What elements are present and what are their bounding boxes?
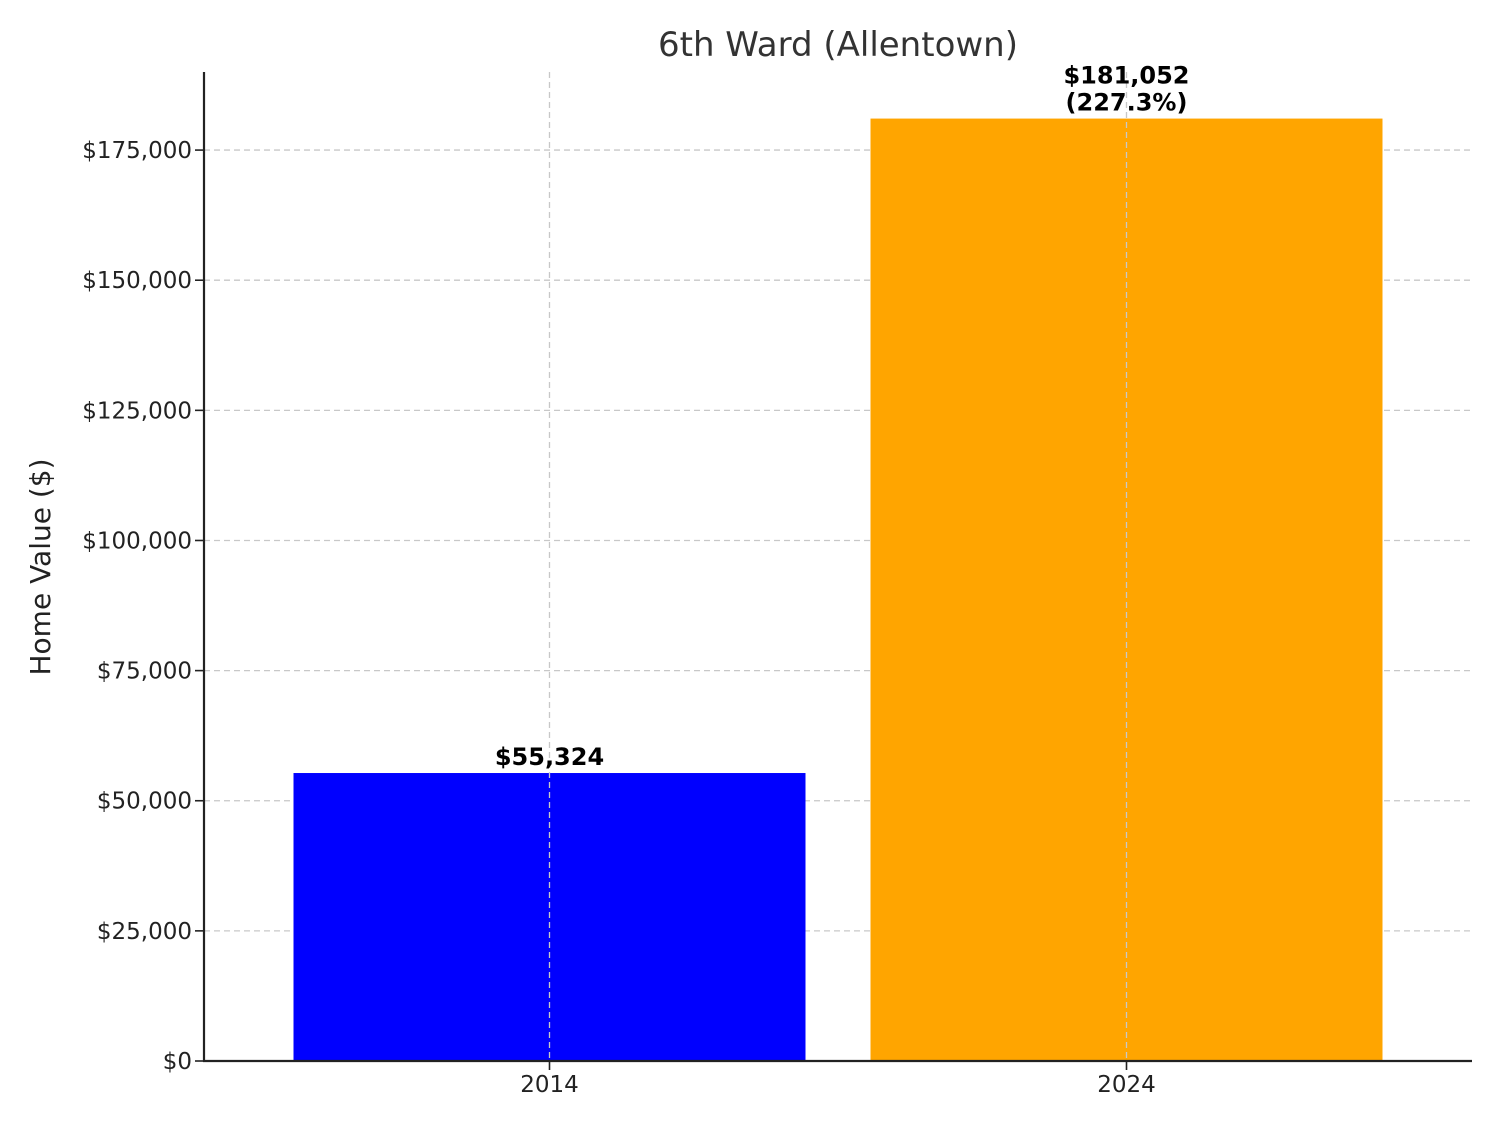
y-tick-label: $25,000 [97, 919, 192, 945]
label-layer: $0 $25,000 $50,000 $75,000 $100,000 $125,000 $… [82, 62, 1189, 1098]
bar-value-label: $181,052 [1063, 62, 1189, 90]
bar-2024 [870, 118, 1383, 1061]
y-tick-label: $0 [163, 1049, 192, 1075]
y-tick-label: $50,000 [97, 789, 192, 815]
y-tick-label: $125,000 [82, 398, 192, 424]
bar-value-label: (227.3%) [1066, 89, 1188, 117]
bar-value-label: $55,324 [495, 743, 604, 771]
bar-layer [293, 118, 1383, 1061]
x-grid-layer [548, 72, 1128, 1061]
y-tick-label: $100,000 [82, 528, 192, 554]
y-axis-label: Home Value ($) [24, 458, 57, 675]
y-tick-label: $75,000 [97, 659, 192, 685]
y-tick-label: $150,000 [82, 268, 192, 294]
chart-title: 6th Ward (Allentown) [658, 25, 1018, 65]
x-tick-label: 2024 [1097, 1072, 1156, 1098]
axis-layer [195, 72, 1472, 1070]
x-tick-label: 2014 [520, 1072, 579, 1098]
y-tick-label: $175,000 [82, 138, 192, 164]
